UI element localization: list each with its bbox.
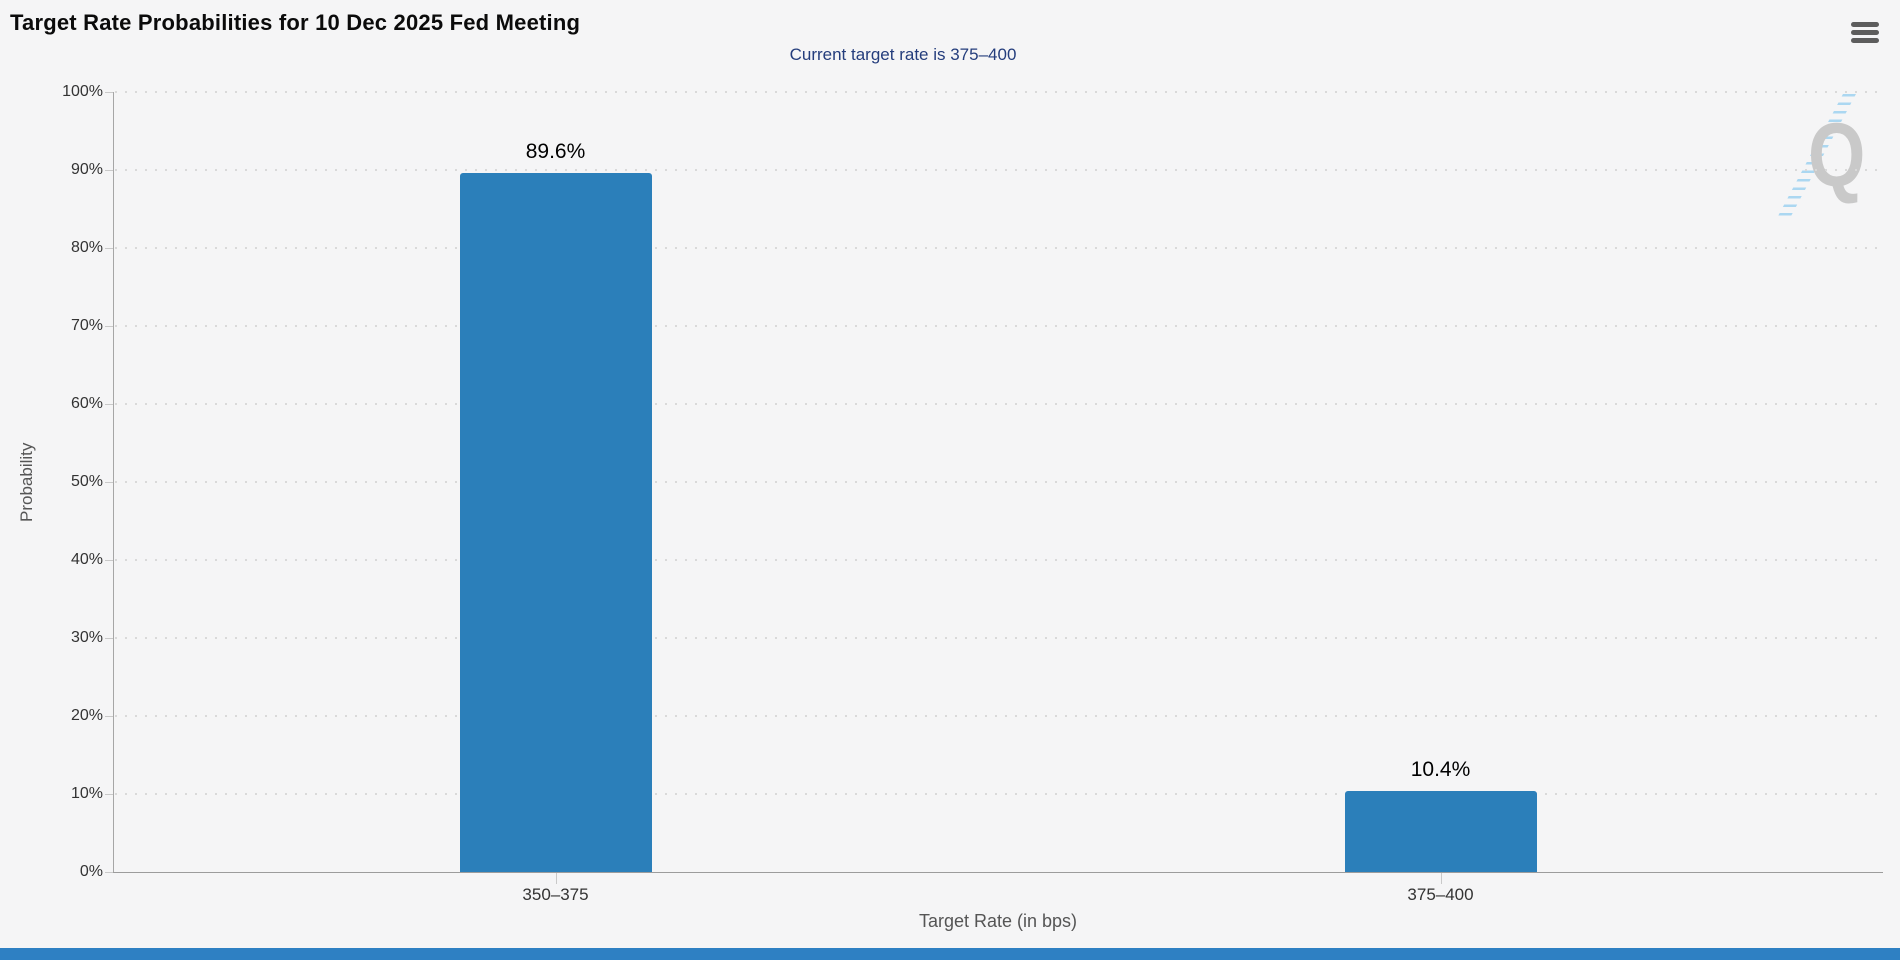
y-axis-tick	[105, 872, 113, 873]
gridline-30%	[115, 637, 1883, 639]
gridline-10%	[115, 793, 1883, 795]
y-tick-label: 10%	[70, 785, 103, 802]
gridline-50%	[115, 481, 1883, 483]
quikstrike-watermark: Q	[1750, 86, 1880, 226]
y-tick-label: 20%	[70, 707, 103, 724]
chart-context-menu-button[interactable]	[1846, 14, 1884, 50]
gridline-90%	[115, 169, 1883, 171]
bar-375–400[interactable]	[1344, 790, 1537, 872]
gridline-70%	[115, 325, 1883, 327]
bottom-accent-bar	[0, 948, 1900, 960]
x-axis-title: Target Rate (in bps)	[918, 911, 1078, 931]
bar-350–375[interactable]	[459, 173, 652, 872]
y-tick-label: 40%	[70, 551, 103, 568]
y-tick-label: 50%	[70, 473, 103, 490]
y-axis-tick	[105, 170, 113, 171]
bar-value-label: 89.6%	[525, 140, 586, 164]
gridline-80%	[115, 247, 1883, 249]
y-axis-tick	[105, 92, 113, 93]
chart-title: Target Rate Probabilities for 10 Dec 202…	[10, 10, 581, 35]
y-tick-label: 60%	[70, 395, 103, 412]
y-tick-label: 100%	[62, 83, 103, 100]
x-axis-line	[113, 872, 1883, 873]
y-axis-line	[113, 92, 114, 872]
gridline-100%	[115, 91, 1883, 93]
y-axis-tick	[105, 560, 113, 561]
y-axis-tick	[105, 248, 113, 249]
y-axis-tick	[105, 482, 113, 483]
y-tick-label: 90%	[70, 161, 103, 178]
watermark-slash-icon	[1777, 94, 1856, 218]
y-tick-label: 70%	[70, 317, 103, 334]
gridline-20%	[115, 715, 1883, 717]
y-axis-tick	[105, 716, 113, 717]
watermark-q-letter: Q	[1808, 106, 1866, 206]
hamburger-menu-icon	[1851, 19, 1879, 46]
y-axis-tick	[105, 404, 113, 405]
y-tick-label: 0%	[79, 863, 103, 880]
gridline-40%	[115, 559, 1883, 561]
y-tick-label: 80%	[70, 239, 103, 256]
bar-value-label: 10.4%	[1410, 757, 1471, 781]
y-tick-label: 30%	[70, 629, 103, 646]
y-axis-tick	[105, 638, 113, 639]
gridline-60%	[115, 403, 1883, 405]
x-axis-tick	[555, 873, 557, 884]
chart-subtitle: Current target rate is 375–400	[789, 45, 1017, 64]
x-axis-tick	[1440, 873, 1442, 884]
x-tick-label: 350–375	[522, 885, 589, 904]
y-axis-tick	[105, 794, 113, 795]
y-axis-tick	[105, 326, 113, 327]
x-tick-label: 375–400	[1407, 885, 1474, 904]
